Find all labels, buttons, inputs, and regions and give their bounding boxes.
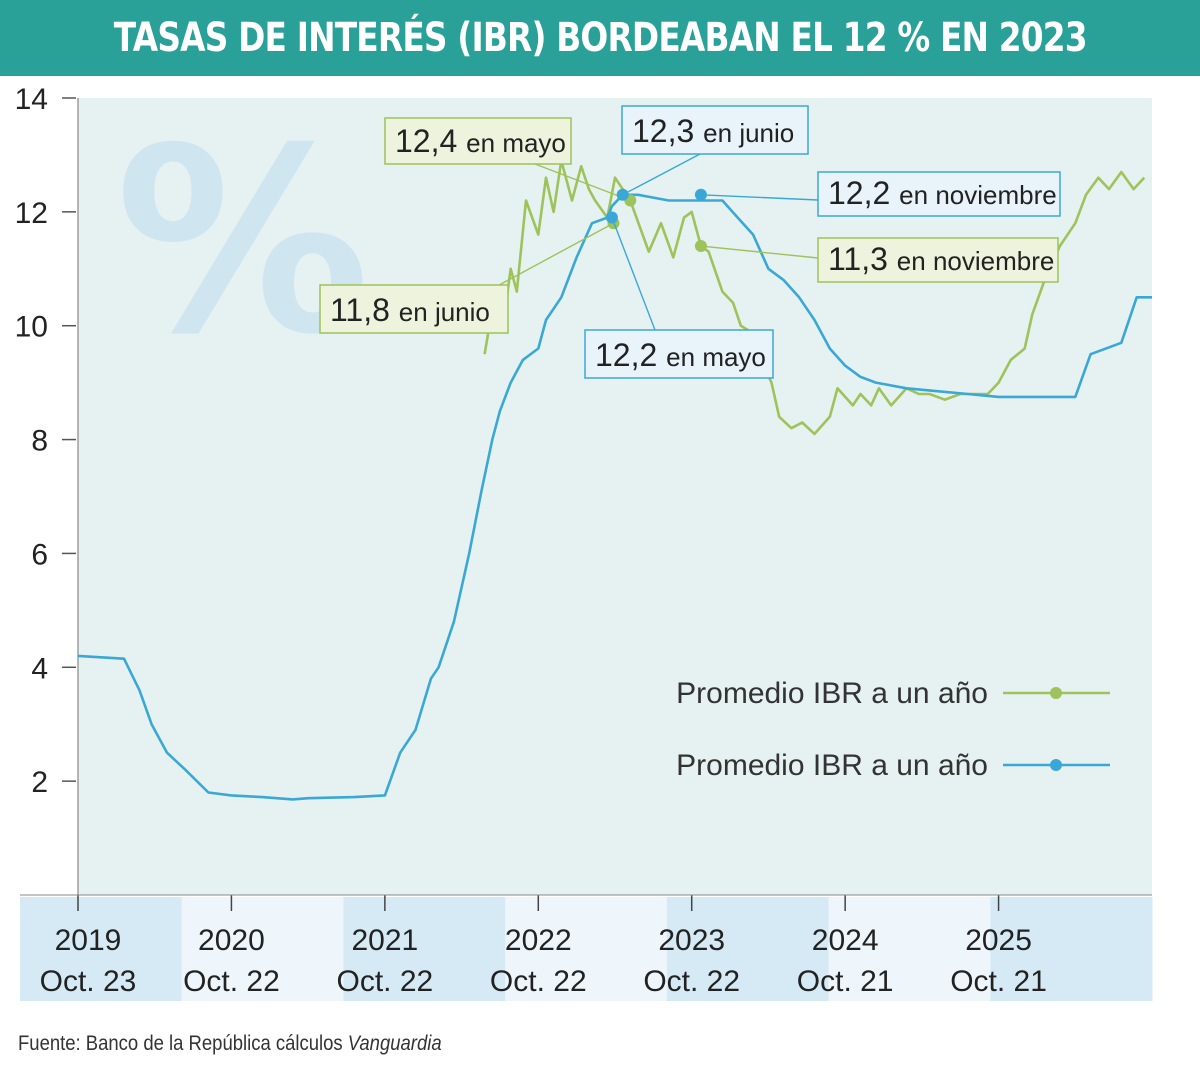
legend-label: Promedio IBR a un año — [676, 677, 988, 710]
x-axis-band — [666, 897, 830, 1001]
callout-point — [694, 188, 707, 201]
callout-point — [616, 188, 629, 201]
y-tick-label: 12 — [15, 197, 48, 230]
y-tick-label: 8 — [31, 425, 48, 458]
callout-text: en junio — [399, 297, 490, 327]
callout-value: 12,2 — [595, 337, 666, 373]
y-tick-label: 14 — [15, 83, 48, 116]
callout-box — [384, 117, 572, 165]
plot-area — [78, 98, 1152, 895]
callout-point — [605, 211, 618, 224]
callout-text: en mayo — [666, 342, 766, 372]
series-line-blue — [77, 193, 1152, 801]
y-tick-label: 6 — [31, 538, 48, 571]
callout-box — [319, 284, 509, 334]
callout-value: 12,2 — [828, 175, 899, 211]
legend-marker — [1050, 687, 1062, 699]
callout-box — [817, 171, 1061, 217]
x-tick-date: Oct. 22 — [183, 965, 280, 998]
callout-box — [621, 105, 809, 155]
x-tick-year: 2022 — [505, 924, 572, 957]
source-text: Fuente: Banco de la República cálculos — [18, 1032, 348, 1055]
legend-label: Promedio IBR a un año — [676, 749, 988, 782]
callout-leader — [700, 194, 819, 201]
y-tick-label: 4 — [31, 652, 48, 685]
y-tick-label: 10 — [15, 311, 48, 344]
x-axis-band — [181, 897, 344, 1001]
source-note: Fuente: Banco de la República cálculos V… — [18, 1032, 442, 1056]
x-tick-date: Oct. 21 — [797, 965, 894, 998]
x-tick-year: 2021 — [351, 924, 418, 957]
source-italic-text: Vanguardia — [347, 1032, 442, 1055]
x-axis-band — [828, 897, 991, 1001]
callout-box — [584, 329, 774, 379]
callout-leader — [489, 222, 614, 291]
x-tick-date: Oct. 21 — [950, 965, 1047, 998]
x-tick-date: Oct. 22 — [336, 965, 433, 998]
callout-leader — [622, 153, 701, 196]
x-axis-band — [20, 897, 183, 1001]
callout-label: 12,3 en junio — [632, 113, 794, 149]
callout-text: en noviembre — [897, 246, 1055, 276]
chart-title: TASAS DE INTERÉS (IBR) BORDEABAN EL 12 %… — [113, 15, 1087, 61]
callout-text: en mayo — [466, 128, 566, 158]
callout-point — [694, 240, 707, 253]
x-tick-date: Oct. 22 — [643, 965, 740, 998]
series-line-green — [483, 159, 1146, 436]
x-axis-band — [343, 897, 506, 1001]
callout-leader — [611, 217, 656, 331]
callout-label: 12,2 en mayo — [595, 337, 766, 373]
callout-label: 11,3 en noviembre — [828, 241, 1054, 277]
title-bar: TASAS DE INTERÉS (IBR) BORDEABAN EL 12 %… — [0, 0, 1200, 76]
callout-value: 12,4 — [395, 123, 466, 159]
line-chart: % 2 4 6 8 10 12 14 2019 Oct. 23 2020 Oct. 22 2021 Oct… — [15, 83, 1153, 1001]
x-tick-year: 2024 — [812, 924, 879, 957]
callout-leader — [700, 245, 819, 259]
callout-text: en junio — [703, 118, 794, 148]
x-tick-year: 2019 — [55, 924, 122, 957]
callout-text: en noviembre — [899, 180, 1057, 210]
legend-marker — [1050, 759, 1062, 771]
x-tick-date: Oct. 22 — [490, 965, 587, 998]
callout-value: 11,8 — [330, 292, 399, 328]
x-tick-year: 2020 — [198, 924, 265, 957]
x-tick-year: 2023 — [658, 924, 725, 957]
callout-label: 12,4 en mayo — [395, 123, 566, 159]
callout-box — [817, 237, 1059, 283]
callout-leader — [534, 163, 631, 202]
x-tick-date: Oct. 23 — [40, 965, 137, 998]
callout-label: 12,2 en noviembre — [828, 175, 1057, 211]
x-axis-band — [505, 897, 668, 1001]
percent-watermark: % — [115, 94, 371, 391]
callout-label: 11,8 en junio — [330, 292, 490, 328]
callout-value: 12,3 — [632, 113, 703, 149]
x-tick-year: 2025 — [965, 924, 1032, 957]
y-tick-label: 2 — [31, 766, 48, 799]
callout-value: 11,3 — [828, 241, 897, 277]
x-axis-band — [990, 897, 1153, 1001]
